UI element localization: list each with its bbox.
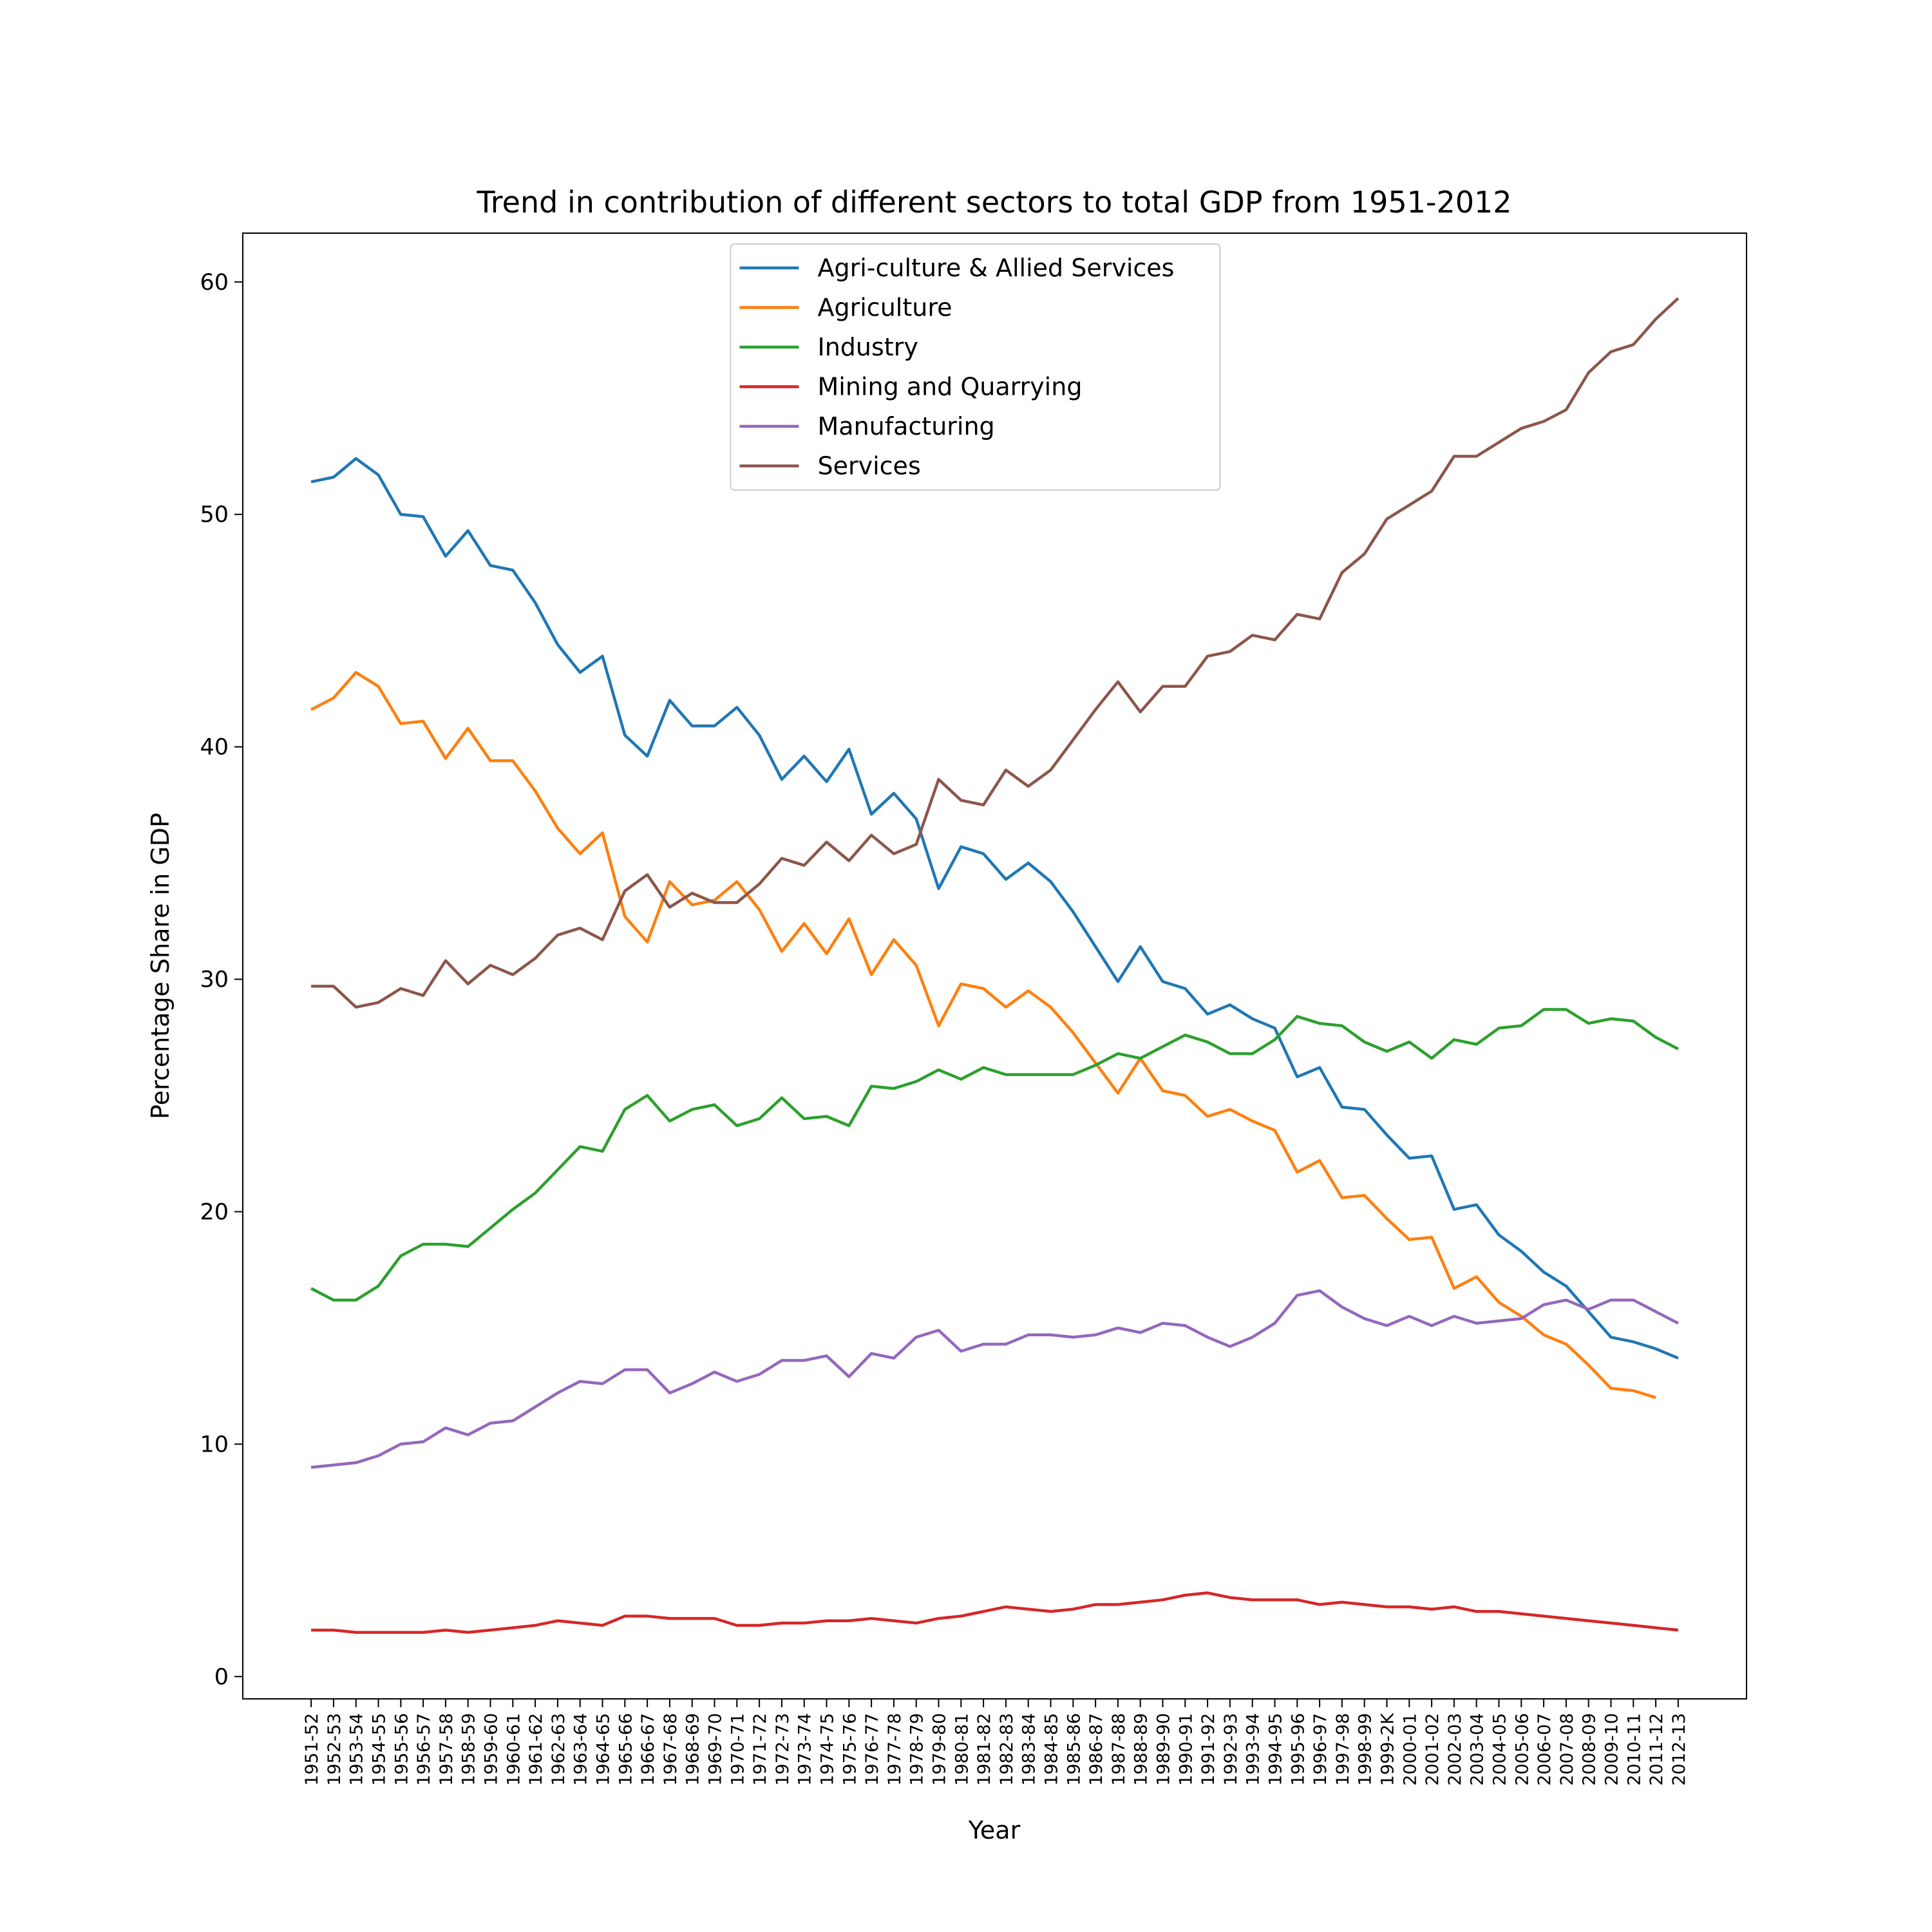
legend-label: Industry <box>818 333 918 361</box>
series-line <box>310 670 1656 1399</box>
x-tick-label: 2000-01 <box>1400 1713 1420 1786</box>
x-tick-label: 1995-96 <box>1288 1713 1308 1786</box>
series-line <box>310 1008 1679 1302</box>
x-tick-label: 1993-94 <box>1244 1713 1264 1786</box>
x-tick-label: 1994-95 <box>1265 1713 1285 1786</box>
x-tick-label: 1983-84 <box>1019 1713 1039 1786</box>
x-tick-label: 1965-66 <box>616 1713 636 1786</box>
legend-box <box>730 243 1221 491</box>
x-tick-label: 2001-02 <box>1423 1713 1443 1786</box>
y-tick-label: 0 <box>214 1664 229 1690</box>
x-axis-label: Year <box>968 1816 1021 1844</box>
x-tick-label: 1967-68 <box>661 1713 681 1786</box>
chart-title: Trend in contribution of different secto… <box>476 185 1511 220</box>
x-tick-label: 1997-98 <box>1333 1713 1353 1786</box>
legend-label: Mining and Quarrying <box>818 373 1083 401</box>
x-tick-label: 1996-97 <box>1311 1713 1331 1786</box>
x-tick-label: 1985-86 <box>1064 1713 1084 1786</box>
x-tick-label: 1970-71 <box>728 1713 748 1786</box>
x-tick-label: 1979-80 <box>930 1713 950 1786</box>
series-line <box>311 1591 1679 1634</box>
x-tick-label: 1964-65 <box>594 1713 614 1786</box>
x-tick-label: 1956-57 <box>414 1713 434 1786</box>
x-tick-label: 1966-67 <box>638 1713 658 1786</box>
x-tick-label: 1981-82 <box>974 1713 994 1786</box>
x-tick-label: 1991-92 <box>1198 1713 1218 1786</box>
x-tick-label: 1975-76 <box>840 1713 860 1786</box>
series-line <box>310 457 1679 1359</box>
y-tick-label: 10 <box>200 1432 229 1457</box>
legend-label: Manufacturing <box>818 412 995 440</box>
x-tick-label: 1955-56 <box>392 1713 412 1786</box>
x-tick-label: 1977-78 <box>885 1713 905 1786</box>
x-tick-label: 2011-12 <box>1647 1713 1667 1786</box>
x-tick-label: 1957-58 <box>437 1713 457 1786</box>
x-tick-label: 1962-63 <box>549 1713 569 1786</box>
x-tick-label: 1968-69 <box>683 1713 703 1786</box>
x-tick-label: 1961-62 <box>526 1713 546 1786</box>
x-tick-label: 1959-60 <box>482 1713 502 1786</box>
y-axis-label: Percentage Share in GDP <box>146 813 175 1119</box>
series-line <box>310 1289 1679 1469</box>
x-tick-label: 1971-72 <box>750 1713 770 1786</box>
y-tick-label: 50 <box>200 502 229 528</box>
y-tick-label: 60 <box>200 270 229 296</box>
x-tick-label: 1951-52 <box>302 1713 322 1786</box>
x-tick-label: 1974-75 <box>818 1713 838 1786</box>
x-tick-label: 2005-06 <box>1512 1713 1532 1786</box>
x-tick-label: 1978-79 <box>907 1713 927 1786</box>
x-tick-label: 2010-11 <box>1624 1713 1644 1786</box>
x-tick-label: 1998-99 <box>1356 1713 1376 1786</box>
x-tick-label: 1972-73 <box>773 1713 793 1786</box>
x-tick-label: 1976-77 <box>862 1713 882 1786</box>
x-tick-label: 2002-03 <box>1445 1713 1465 1786</box>
x-tick-label: 1963-64 <box>571 1713 591 1786</box>
x-tick-label: 2006-07 <box>1535 1713 1555 1786</box>
x-tick-label: 1969-70 <box>706 1713 726 1786</box>
x-tick-label: 2003-04 <box>1468 1713 1488 1786</box>
y-tick-label: 40 <box>200 735 229 761</box>
x-tick-label: 1958-59 <box>459 1713 479 1786</box>
x-tick-label: 1987-88 <box>1109 1713 1129 1786</box>
x-tick-label: 1980-81 <box>952 1713 972 1786</box>
plot-frame <box>242 232 1747 1700</box>
x-tick-label: 2012-13 <box>1669 1713 1689 1786</box>
x-tick-label: 1982-83 <box>997 1713 1017 1786</box>
x-tick-label: 1992-93 <box>1221 1713 1241 1786</box>
x-tick-label: 2008-09 <box>1580 1713 1600 1786</box>
x-tick-label: 2009-10 <box>1602 1713 1622 1786</box>
y-tick-label: 30 <box>200 967 229 993</box>
legend-label: Services <box>818 452 921 480</box>
x-tick-label: 1954-55 <box>370 1713 390 1786</box>
x-tick-label: 1952-53 <box>325 1713 345 1786</box>
x-tick-label: 1999-2K <box>1378 1712 1397 1786</box>
series-line <box>311 297 1680 1009</box>
x-tick-label: 1984-85 <box>1041 1713 1061 1786</box>
legend-label: Agriculture <box>818 294 952 322</box>
x-tick-label: 1960-61 <box>504 1713 524 1786</box>
x-tick-label: 1973-74 <box>795 1713 815 1786</box>
x-tick-label: 1953-54 <box>347 1713 367 1786</box>
x-tick-label: 1989-90 <box>1153 1713 1173 1786</box>
x-tick-label: 1990-91 <box>1176 1713 1196 1786</box>
y-tick-label: 20 <box>200 1199 229 1225</box>
x-tick-label: 2004-05 <box>1490 1713 1510 1786</box>
x-tick-label: 1986-87 <box>1086 1713 1106 1786</box>
x-tick-label: 2007-08 <box>1557 1713 1577 1786</box>
legend-label: Agri-culture & Allied Services <box>818 254 1175 282</box>
x-tick-label: 1988-89 <box>1132 1713 1151 1786</box>
